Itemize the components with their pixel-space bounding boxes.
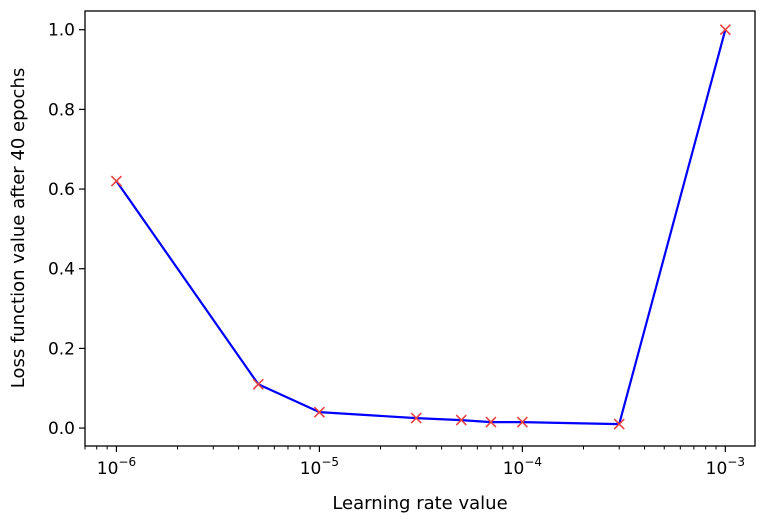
data-point-marker: [485, 416, 497, 428]
x-tick-label: 10−3: [706, 455, 745, 479]
data-point-marker: [410, 412, 422, 424]
y-tick-label: 0.8: [48, 100, 75, 120]
y-tick-label: 1.0: [48, 21, 75, 41]
x-tick-base: 10: [300, 459, 322, 479]
data-point-marker: [613, 418, 625, 430]
x-tick-label: 10−4: [503, 455, 542, 479]
y-tick-label: 0.2: [48, 339, 75, 359]
data-point-marker: [313, 406, 325, 418]
series-markers: [110, 24, 731, 430]
x-tick-exponent: −5: [321, 455, 339, 469]
x-tick-label: 10−6: [97, 455, 136, 479]
data-point-marker: [719, 24, 731, 36]
x-tick-base: 10: [503, 459, 525, 479]
data-point-marker: [516, 416, 528, 428]
y-tick-label: 0.0: [48, 419, 75, 439]
x-tick-base: 10: [706, 459, 728, 479]
x-tick-base: 10: [97, 459, 119, 479]
x-axis-ticks: 10−6 10−5 10−4 10−3: [84, 446, 745, 479]
data-point-marker: [252, 378, 264, 390]
y-axis-label: Loss function value after 40 epochs: [8, 68, 29, 388]
x-axis-label: Learning rate value: [332, 493, 507, 514]
y-tick-label: 0.6: [48, 180, 75, 200]
data-point-marker: [455, 414, 467, 426]
x-tick-exponent: −4: [524, 455, 542, 469]
y-axis-ticks: 0.0 0.2 0.4 0.6 0.8 1.0: [48, 21, 85, 439]
y-tick-label: 0.4: [48, 260, 75, 280]
data-point-marker: [110, 175, 123, 187]
x-tick-exponent: −6: [118, 455, 136, 469]
x-tick-label: 10−5: [300, 455, 339, 479]
plot-area: [84, 10, 756, 447]
x-tick-exponent: −3: [727, 455, 745, 469]
